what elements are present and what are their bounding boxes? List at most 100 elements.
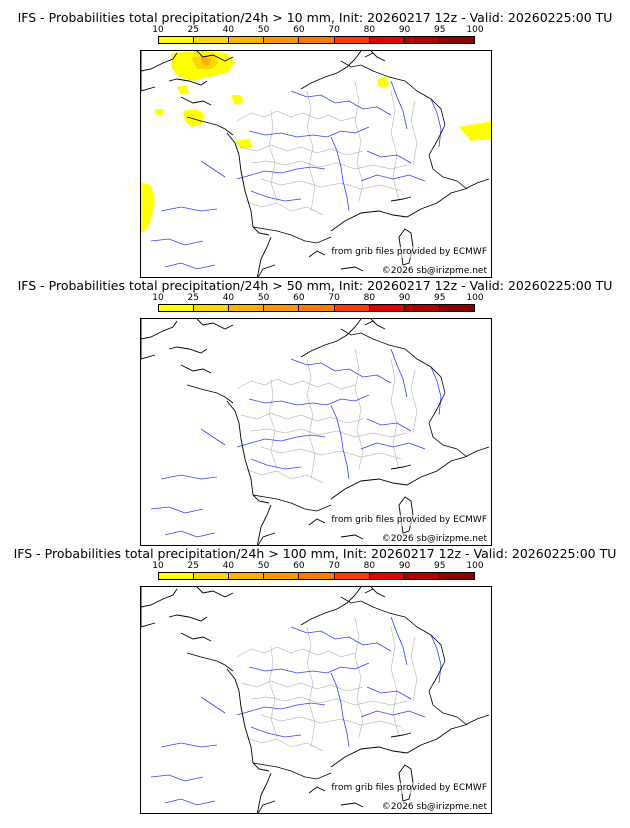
- colorbar-swatch: [334, 37, 370, 43]
- river: [330, 404, 350, 480]
- coastlines: [141, 587, 490, 813]
- colorbar-swatch: [194, 37, 230, 43]
- country-border: [340, 60, 446, 126]
- admin-boundary: [268, 378, 278, 470]
- river: [200, 696, 226, 714]
- country-border: [364, 52, 374, 58]
- admin-boundary: [390, 626, 400, 738]
- country-borders: [252, 320, 468, 545]
- coastline: [141, 51, 156, 92]
- river: [290, 626, 392, 652]
- coastline: [141, 320, 178, 340]
- colorbar-tick-label: 95: [434, 25, 446, 35]
- country-border: [428, 124, 468, 190]
- colorbar-swatches: [158, 572, 475, 580]
- coastline: [141, 587, 156, 628]
- coastline: [390, 196, 412, 202]
- river: [236, 434, 326, 448]
- colorbar-tick-label: 25: [187, 293, 199, 303]
- river: [330, 136, 350, 212]
- river: [160, 474, 218, 480]
- coastlines: [141, 51, 490, 277]
- admin-boundary: [268, 646, 278, 738]
- admin-boundary: [306, 90, 316, 212]
- colorbar-tick-label: 60: [293, 293, 305, 303]
- river: [430, 98, 442, 148]
- colorbar-tick-label: 10: [152, 293, 164, 303]
- colorbar-tick-label: 50: [257, 25, 270, 35]
- country-border: [364, 588, 374, 594]
- source-credit: from grib files provided by ECMWF: [331, 783, 487, 794]
- coastline: [186, 116, 234, 136]
- river: [248, 394, 370, 406]
- admin-boundary: [236, 110, 356, 122]
- colorbar-tick-label: 95: [434, 561, 446, 571]
- coastline: [256, 772, 272, 813]
- country-border: [340, 328, 446, 394]
- colorbar-tick-label: 70: [328, 293, 340, 303]
- colorbar-tick-label: 90: [398, 25, 411, 35]
- river: [164, 530, 216, 538]
- coastline: [330, 178, 490, 232]
- colorbar-swatch: [264, 573, 300, 579]
- admin-boundary: [354, 348, 364, 470]
- colorbar-tick-label: 70: [328, 561, 340, 571]
- probability-colorbar: 10 25 40 50 60 70 80 90 95 100: [152, 561, 484, 586]
- coastline: [180, 96, 212, 106]
- precip-area: [377, 77, 389, 87]
- rivers: [150, 80, 442, 270]
- admin-boundary: [268, 110, 278, 202]
- coastline: [390, 732, 412, 738]
- coastline: [308, 518, 326, 526]
- country-borders: [252, 52, 468, 277]
- admin-boundary: [260, 714, 402, 728]
- copyright-credit: ©2026 sb@irizpme.net: [381, 534, 487, 545]
- coastline: [330, 714, 490, 768]
- precip-area: [155, 109, 163, 115]
- coastline: [226, 400, 254, 496]
- coastline: [308, 250, 326, 258]
- colorbar-swatch: [404, 573, 440, 579]
- admin-boundaries: [236, 616, 418, 752]
- colorbar-tick-label: 80: [363, 561, 376, 571]
- admin-boundary: [410, 368, 418, 434]
- coastline: [308, 786, 326, 794]
- coastline: [370, 319, 386, 330]
- admin-boundary: [306, 358, 316, 480]
- colorbar-tick-label: 10: [152, 25, 164, 35]
- colorbar-swatch: [369, 573, 405, 579]
- river: [430, 634, 442, 684]
- river: [430, 366, 442, 416]
- precip-area: [459, 121, 491, 141]
- country-border: [257, 800, 276, 813]
- copyright-credit: ©2026 sb@irizpme.net: [381, 802, 487, 813]
- colorbar-swatches: [158, 304, 475, 312]
- river: [236, 702, 326, 716]
- river: [290, 90, 392, 116]
- river: [250, 726, 302, 738]
- admin-boundary: [260, 178, 402, 192]
- colorbar-tick-label: 10: [152, 561, 164, 571]
- coastline: [141, 52, 178, 72]
- admin-boundary: [240, 680, 364, 692]
- admin-boundary: [354, 80, 364, 202]
- coastline: [196, 51, 234, 62]
- probability-colorbar: 10 25 40 50 60 70 80 90 95 100: [152, 25, 484, 50]
- coastline: [256, 504, 272, 545]
- coastline: [226, 132, 254, 228]
- colorbar-tick-label: 100: [466, 293, 484, 303]
- coastline: [196, 587, 234, 598]
- forecast-panel-50mm: IFS - Probabilities total precipitation/…: [0, 278, 630, 548]
- colorbar-tick-label: 40: [222, 25, 235, 35]
- admin-boundary: [260, 446, 402, 460]
- coastline: [141, 319, 156, 360]
- river: [200, 428, 226, 446]
- admin-boundaries: [236, 348, 418, 484]
- colorbar-tick-label: 40: [222, 293, 235, 303]
- coastline: [168, 346, 208, 354]
- admin-boundary: [250, 696, 408, 706]
- admin-boundary: [244, 736, 324, 752]
- admin-boundary: [244, 468, 324, 484]
- coastline: [252, 226, 270, 236]
- admin-boundary: [354, 616, 364, 738]
